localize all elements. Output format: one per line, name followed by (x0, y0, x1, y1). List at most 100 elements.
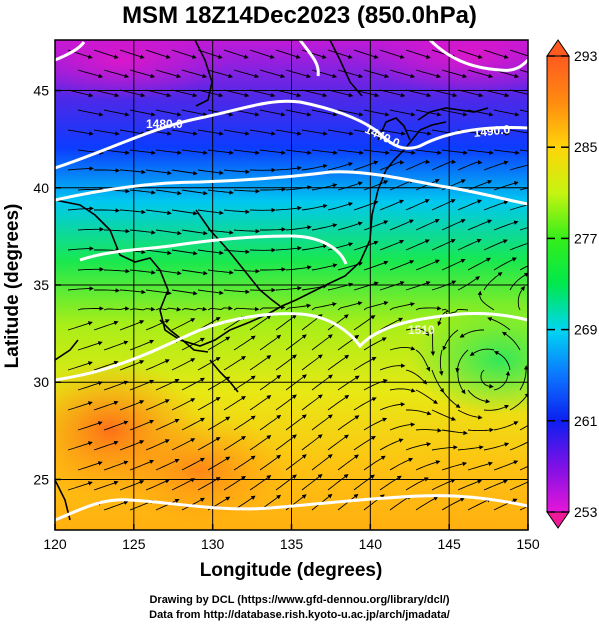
x-tick-label: 125 (122, 536, 146, 552)
streamline (233, 306, 260, 312)
streamline (94, 208, 121, 213)
streamline (441, 109, 468, 117)
streamline (509, 272, 528, 291)
streamline (77, 341, 103, 351)
streamline (363, 301, 389, 311)
streamline (197, 129, 224, 136)
x-axis-label: Longitude (degrees) (200, 560, 383, 581)
streamline (301, 394, 323, 411)
streamline (379, 199, 405, 211)
streamline (337, 221, 363, 231)
streamline (103, 228, 131, 234)
streamline (94, 288, 121, 293)
streamline (77, 69, 104, 79)
streamline (405, 442, 432, 451)
streamline (353, 200, 379, 211)
streamline (285, 69, 312, 79)
streamline (509, 49, 528, 57)
contour-label: 1510 (408, 323, 435, 337)
streamline (519, 187, 528, 191)
streamline (223, 209, 250, 215)
streamline (171, 129, 198, 136)
streamline (155, 498, 180, 511)
colorbar-tick-label: 269 (574, 322, 598, 338)
y-tick-label: 30 (33, 374, 49, 390)
streamline (441, 497, 465, 511)
streamline (415, 69, 442, 79)
streamline (363, 180, 389, 191)
streamline (181, 229, 208, 236)
streamline (415, 149, 442, 155)
streamline (285, 454, 307, 471)
streamline (501, 331, 521, 351)
x-tick-labels: 120 125 130 135 140 145 150 (43, 536, 540, 552)
streamline (145, 249, 172, 256)
streamline (119, 209, 146, 215)
streamline (353, 397, 377, 411)
streamline (207, 336, 231, 351)
streamline (327, 162, 354, 171)
streamline (171, 169, 198, 176)
streamline (441, 69, 468, 79)
streamline (441, 149, 468, 155)
streamline (405, 49, 431, 59)
streamline (181, 149, 208, 155)
streamline (67, 129, 94, 136)
streamline (379, 402, 406, 411)
streamline (389, 346, 416, 351)
streamline (119, 440, 145, 451)
streamline (327, 474, 349, 491)
streamline (459, 329, 484, 338)
streamline (275, 205, 302, 211)
streamline (197, 357, 221, 371)
streamline (119, 49, 145, 59)
colorbar-tick-label: 285 (574, 139, 598, 155)
streamline (181, 69, 208, 79)
streamline (467, 219, 493, 231)
streamline (197, 249, 224, 256)
streamline (207, 376, 231, 391)
streamline (405, 159, 431, 171)
streamline (438, 349, 444, 376)
streamline (311, 149, 338, 155)
streamline (93, 480, 119, 491)
streamline (285, 225, 312, 231)
streamline (415, 389, 438, 404)
streamline (389, 109, 416, 117)
streamline (509, 242, 528, 251)
streamline (233, 109, 260, 117)
streamline (415, 428, 442, 433)
streamline (379, 49, 405, 59)
streamline (145, 479, 170, 491)
streamline (389, 388, 416, 393)
streamline (67, 286, 94, 291)
streamline (145, 399, 170, 411)
streamline (155, 418, 180, 431)
streamline (467, 498, 492, 511)
streamline (181, 189, 208, 196)
streamline (233, 188, 261, 194)
streamline (483, 200, 509, 211)
streamline (145, 439, 170, 451)
streamline (249, 315, 272, 331)
streamline (119, 360, 145, 371)
streamline (93, 440, 119, 451)
streamline (405, 281, 431, 291)
streamline (431, 199, 456, 211)
streamline (259, 109, 286, 117)
wind-streamlines (67, 49, 528, 511)
streamline (389, 302, 416, 311)
streamline (119, 129, 146, 136)
streamline (207, 149, 234, 155)
streamline (103, 149, 130, 155)
streamline (457, 445, 484, 451)
streamline (379, 317, 404, 331)
streamline (207, 305, 233, 311)
streamline (353, 49, 379, 59)
streamline (223, 169, 250, 175)
streamline (197, 397, 221, 411)
streamline (223, 395, 246, 411)
streamline (145, 129, 172, 136)
streamline (103, 306, 130, 311)
streamline (197, 289, 224, 296)
